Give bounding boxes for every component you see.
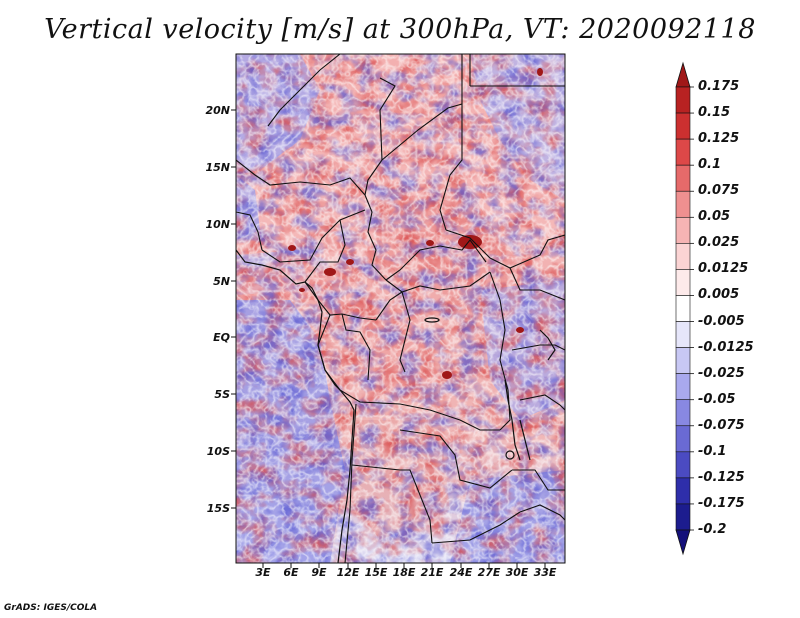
- strong-ascent-cells: [288, 68, 543, 379]
- colorbar-band: [675, 399, 691, 427]
- lon-label-3e: 3E: [255, 566, 271, 579]
- colorbar-band: [675, 138, 691, 166]
- colorbar-band: [675, 477, 691, 505]
- lon-label-18e: 18E: [392, 566, 416, 579]
- colorbar-band: [675, 451, 691, 479]
- colorbar-label: -0.175: [698, 495, 745, 511]
- lon-label-33e: 33E: [533, 566, 557, 579]
- lakes: [424, 317, 556, 461]
- velocity-field: [236, 54, 565, 563]
- country-borders: [236, 54, 565, 563]
- lat-label-5s: 5S: [214, 388, 230, 401]
- map-title: Vertical velocity [m/s] at 300hPa, VT: 2…: [44, 14, 756, 45]
- colorbar-label: -0.075: [698, 417, 745, 433]
- colorbar-label: -0.125: [698, 469, 745, 485]
- lon-label-6e: 6E: [283, 566, 299, 579]
- grads-credit: GrADS: IGES/COLA: [4, 603, 98, 613]
- lon-label-12e: 12E: [336, 566, 360, 579]
- colorbar-band: [675, 164, 691, 192]
- colorbar: [675, 61, 694, 556]
- colorbar-label: 0.025: [698, 235, 740, 251]
- lat-ticks: [231, 109, 236, 509]
- colorbar-label: 0.125: [698, 131, 740, 147]
- lon-label-21e: 21E: [420, 566, 444, 579]
- colorbar-band: [675, 243, 691, 270]
- colorbar-label: -0.005: [698, 313, 745, 329]
- lat-label-15n: 15N: [205, 161, 230, 174]
- lat-label-5n: 5N: [213, 275, 230, 288]
- lat-label-20n: 20N: [205, 104, 230, 117]
- colorbar-band: [675, 347, 691, 374]
- colorbar-label: -0.0125: [698, 339, 754, 355]
- colorbar-band: [675, 321, 691, 348]
- colorbar-label: 0.075: [698, 183, 740, 199]
- colorbar-label: 0.1: [698, 157, 722, 173]
- lat-label-eq: EQ: [213, 331, 230, 344]
- lon-label-24e: 24E: [449, 566, 473, 579]
- lat-label-10n: 10N: [205, 218, 230, 231]
- colorbar-label: 0.05: [698, 209, 731, 225]
- lat-label-10s: 10S: [206, 445, 230, 458]
- colorbar-band: [675, 503, 691, 531]
- colorbar-label: 0.005: [698, 287, 740, 303]
- lon-label-15e: 15E: [364, 566, 388, 579]
- colorbar-band: [675, 216, 691, 244]
- colorbar-label: 0.15: [698, 105, 731, 121]
- colorbar-band: [675, 425, 691, 453]
- lon-label-27e: 27E: [477, 566, 501, 579]
- map-frame: [235, 53, 566, 564]
- colorbar-band: [675, 269, 691, 296]
- coastline: [236, 249, 355, 563]
- colorbar-label: -0.025: [698, 365, 745, 381]
- colorbar-top-arrow: [675, 61, 691, 88]
- colorbar-band: [675, 86, 691, 114]
- colorbar-label: -0.1: [698, 443, 727, 459]
- lon-label-9e: 9E: [311, 566, 327, 579]
- colorbar-band: [675, 190, 691, 218]
- colorbar-band: [675, 295, 691, 322]
- colorbar-band: [675, 373, 691, 401]
- colorbar-band: [675, 112, 691, 140]
- colorbar-label: 0.175: [698, 79, 740, 94]
- colorbar-label: -0.2: [698, 522, 727, 537]
- colorbar-bottom-arrow: [675, 529, 691, 556]
- lon-label-30e: 30E: [505, 566, 529, 579]
- colorbar-label: 0.0125: [698, 261, 749, 277]
- lon-ticks: [262, 563, 546, 568]
- lat-label-15s: 15S: [206, 502, 230, 515]
- colorbar-label: -0.05: [698, 391, 736, 407]
